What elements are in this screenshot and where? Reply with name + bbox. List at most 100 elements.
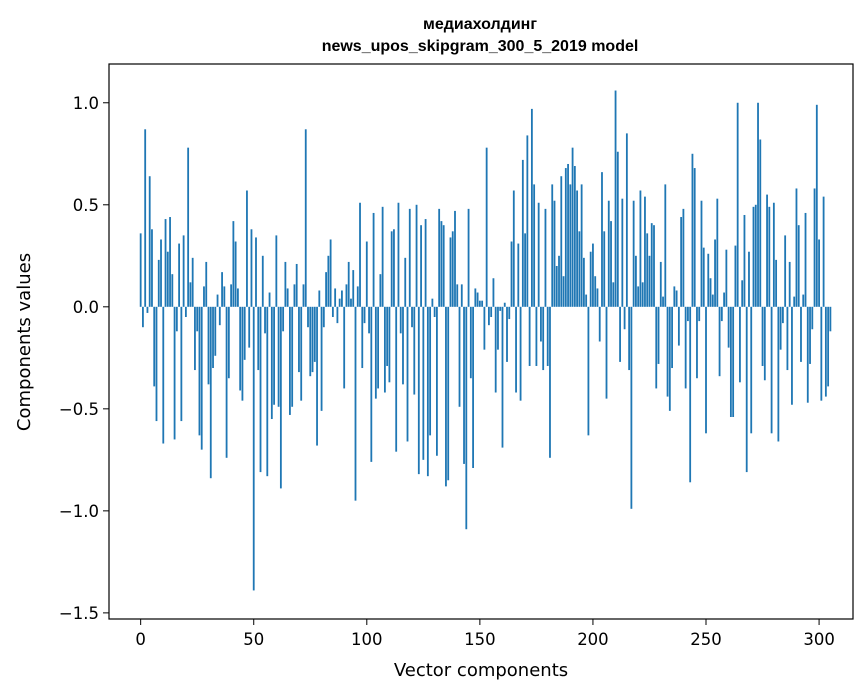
bar-153	[485, 147, 488, 307]
bar-156	[492, 278, 495, 307]
bar-4	[148, 176, 151, 307]
bar-186	[560, 176, 563, 307]
bar-175	[535, 306, 538, 366]
bar-294	[804, 212, 807, 307]
bar-117	[404, 257, 407, 307]
y-tick-label: −0.5	[59, 400, 99, 419]
bar-31	[209, 306, 212, 479]
bar-90	[343, 306, 346, 389]
bar-24	[194, 306, 196, 371]
bar-196	[582, 257, 585, 307]
y-tick-label: 0.0	[73, 298, 99, 317]
bar-77	[313, 306, 316, 362]
bar-237	[675, 290, 678, 307]
bar-110	[388, 306, 391, 383]
bar-50	[252, 306, 255, 591]
bar-72	[302, 284, 305, 307]
bar-246	[696, 306, 698, 379]
bar-8	[157, 259, 160, 307]
bar-274	[759, 139, 762, 307]
bar-107	[381, 206, 384, 307]
bar-10	[162, 306, 165, 444]
bar-185	[558, 255, 560, 307]
bar-132	[438, 208, 441, 307]
bar-70	[298, 306, 300, 373]
bar-253	[711, 294, 714, 307]
bar-118	[406, 306, 409, 442]
bar-183	[553, 200, 556, 307]
bar-188	[564, 168, 567, 307]
bar-199	[589, 251, 592, 307]
bar-136	[447, 306, 450, 481]
bar-135	[445, 306, 447, 487]
bar-73	[304, 129, 307, 307]
bar-159	[499, 306, 502, 311]
bar-166	[515, 306, 517, 393]
bar-209	[612, 282, 615, 307]
bar-250	[705, 306, 707, 434]
bar-80	[320, 306, 323, 411]
bar-138	[451, 231, 454, 307]
bar-301	[820, 306, 823, 401]
x-tick-label: 300	[803, 630, 835, 649]
bar-275	[761, 306, 764, 366]
bar-215	[625, 133, 628, 307]
bar-79	[318, 290, 321, 307]
bar-287	[788, 261, 791, 307]
bar-17	[178, 243, 181, 307]
bar-116	[402, 306, 404, 385]
bar-279	[770, 306, 773, 434]
bar-64	[284, 261, 287, 307]
bar-106	[379, 274, 382, 307]
bar-169	[521, 159, 524, 307]
bar-82	[325, 272, 327, 307]
bar-1	[142, 306, 144, 328]
bar-33	[214, 306, 217, 356]
bar-201	[594, 276, 597, 307]
bar-76	[311, 306, 314, 373]
bar-83	[327, 255, 330, 307]
bar-198	[587, 306, 590, 436]
bar-302	[822, 196, 825, 307]
bar-213	[621, 198, 624, 307]
bar-18	[180, 306, 183, 422]
bar-263	[734, 245, 737, 307]
bar-2	[144, 129, 147, 307]
bar-81	[322, 306, 325, 328]
bar-134	[442, 225, 445, 307]
bar-292	[800, 306, 802, 362]
bar-286	[786, 306, 789, 371]
bar-165	[512, 190, 515, 307]
bar-109	[386, 306, 389, 366]
bar-293	[802, 294, 805, 307]
bar-288	[791, 306, 793, 405]
bar-247	[698, 306, 701, 322]
bar-67	[291, 306, 294, 407]
bar-14	[171, 274, 174, 307]
bar-75	[309, 306, 312, 377]
bar-208	[610, 221, 612, 307]
bar-296	[809, 306, 811, 364]
bar-161	[503, 302, 506, 307]
bar-51	[255, 237, 257, 307]
bar-152	[483, 306, 486, 350]
bar-171	[526, 135, 529, 307]
chart-subtitle: news_upos_skipgram_300_5_2019 model	[322, 38, 639, 55]
bar-210	[614, 90, 617, 307]
bar-7	[155, 306, 158, 422]
bar-125	[422, 306, 425, 460]
bar-248	[700, 200, 703, 307]
bar-92	[347, 261, 350, 307]
bar-9	[160, 239, 162, 307]
bar-264	[736, 102, 739, 307]
bar-0	[139, 233, 142, 307]
bar-230	[659, 261, 662, 307]
bar-60	[275, 235, 278, 307]
bar-6	[153, 306, 156, 387]
bar-78	[316, 306, 318, 446]
y-tick-label: 1.0	[73, 94, 99, 113]
bar-242	[687, 306, 689, 322]
bar-113	[395, 306, 398, 452]
bar-298	[813, 188, 816, 307]
x-tick-label: 100	[351, 630, 383, 649]
